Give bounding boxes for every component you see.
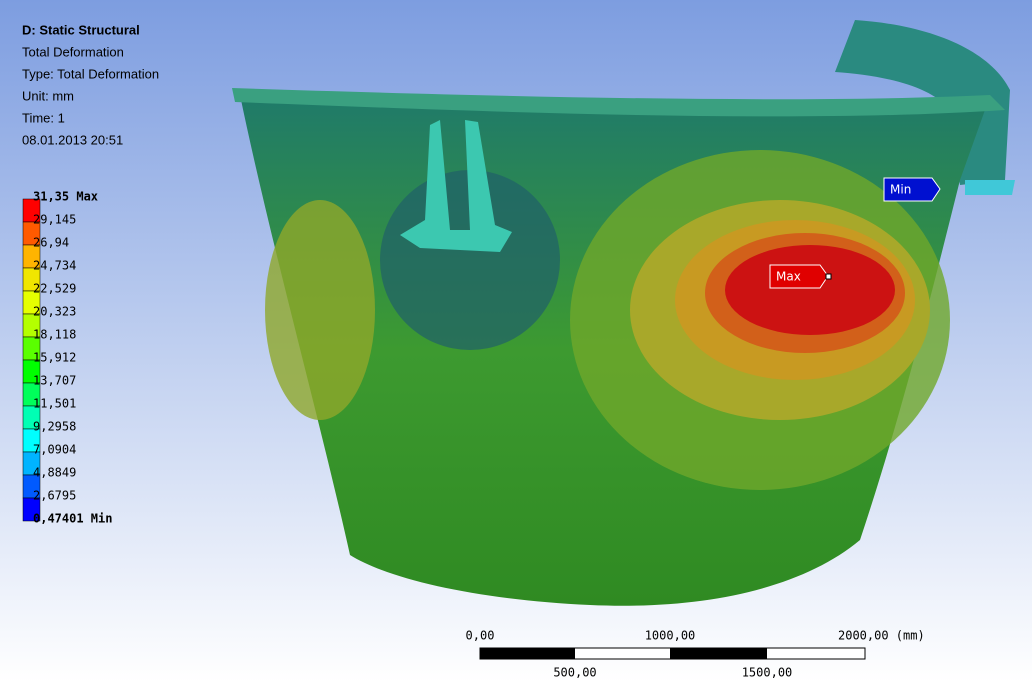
legend-label: 22,529	[33, 282, 76, 296]
legend-label: 7,0904	[33, 443, 76, 457]
legend-label: 18,118	[33, 328, 76, 342]
legend-label: 2,6795	[33, 489, 76, 503]
legend-label: 4,8849	[33, 466, 76, 480]
page: D: Static Structural Total Deformation T…	[0, 0, 1032, 682]
viewport: D: Static Structural Total Deformation T…	[0, 0, 1032, 682]
contour	[725, 245, 895, 335]
scale-label: 1000,00	[645, 629, 696, 643]
max-label: Max	[776, 270, 801, 284]
legend-label: 15,912	[33, 351, 76, 365]
legend-label: 9,2958	[33, 420, 76, 434]
header-line: Type: Total Deformation	[22, 66, 159, 81]
probe-point	[826, 274, 831, 279]
header-line: Time: 1	[22, 110, 65, 125]
scale-segment	[670, 648, 767, 659]
legend-label: 11,501	[33, 397, 76, 411]
header-line: Unit: mm	[22, 88, 74, 103]
bracket	[965, 180, 1015, 195]
scale-label: 1500,00	[742, 666, 793, 680]
legend-label: 24,734	[33, 259, 76, 273]
legend-label: 20,323	[33, 305, 76, 319]
legend-label: 0,47401 Min	[33, 512, 112, 526]
header-line: Total Deformation	[22, 44, 124, 59]
header-title: D: Static Structural	[22, 22, 140, 37]
scale-label: 500,00	[553, 666, 596, 680]
header-line: 08.01.2013 20:51	[22, 132, 123, 147]
scale-segment	[480, 648, 575, 659]
legend-label: 13,707	[33, 374, 76, 388]
min-label: Min	[890, 183, 911, 197]
scale-label: 0,00	[466, 629, 495, 643]
contour	[265, 200, 375, 420]
legend-label: 26,94	[33, 236, 69, 250]
legend-label: 29,145	[33, 213, 76, 227]
scale-label: 2000,00 (mm)	[838, 629, 925, 643]
legend-label: 31,35 Max	[33, 190, 98, 204]
